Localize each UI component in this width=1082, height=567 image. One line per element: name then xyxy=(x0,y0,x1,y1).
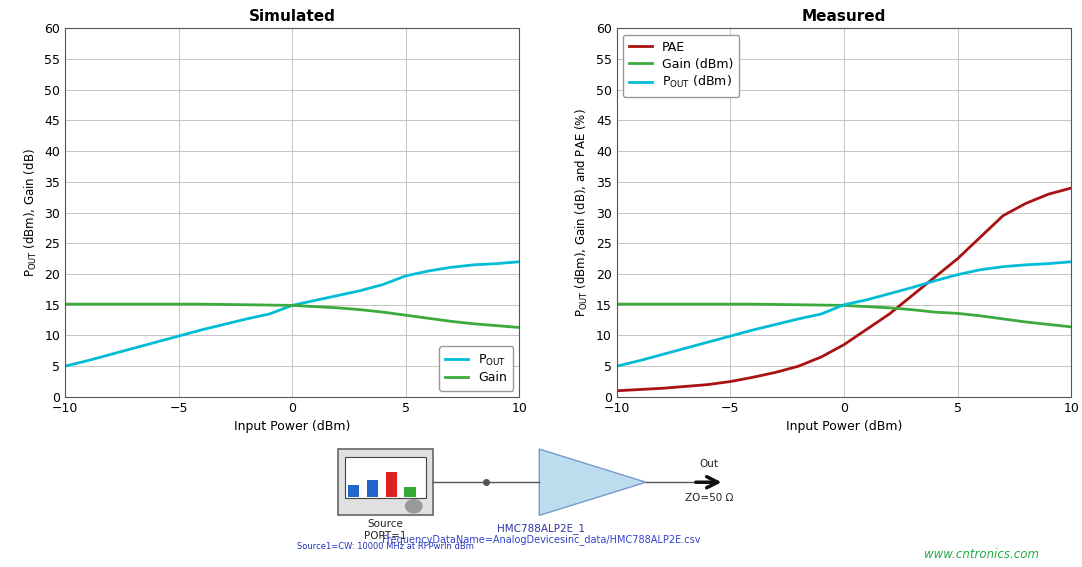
Bar xyxy=(405,487,415,497)
Polygon shape xyxy=(539,449,646,515)
Y-axis label: P$_{\mathregular{OUT}}$ (dBm), Gain (dB), and PAE (%): P$_{\mathregular{OUT}}$ (dBm), Gain (dB)… xyxy=(575,108,591,317)
Text: Out: Out xyxy=(699,459,718,469)
Bar xyxy=(385,472,397,497)
Bar xyxy=(367,480,378,497)
Title: Measured: Measured xyxy=(802,10,886,24)
Text: Source1=CW: 10000 MHz at RFPwrIn dBm: Source1=CW: 10000 MHz at RFPwrIn dBm xyxy=(298,542,474,551)
Circle shape xyxy=(406,500,422,513)
Text: www.cntronics.com: www.cntronics.com xyxy=(924,548,1039,561)
Text: PORT=1: PORT=1 xyxy=(365,531,407,541)
Legend: PAE, Gain (dBm), P$_{\mathregular{OUT}}$ (dBm): PAE, Gain (dBm), P$_{\mathregular{OUT}}$… xyxy=(623,35,739,97)
Text: FrequencyDataName=AnalogDevicesinc_data/HMC788ALP2E.csv: FrequencyDataName=AnalogDevicesinc_data/… xyxy=(382,534,700,545)
X-axis label: Input Power (dBm): Input Power (dBm) xyxy=(234,420,351,433)
Title: Simulated: Simulated xyxy=(249,10,335,24)
X-axis label: Input Power (dBm): Input Power (dBm) xyxy=(786,420,902,433)
Y-axis label: P$_{\mathregular{OUT}}$ (dBm), Gain (dB): P$_{\mathregular{OUT}}$ (dBm), Gain (dB) xyxy=(23,149,39,277)
FancyBboxPatch shape xyxy=(339,449,433,515)
Text: ZO=50 Ω: ZO=50 Ω xyxy=(685,493,733,503)
Bar xyxy=(345,457,426,498)
Text: Source: Source xyxy=(368,519,404,530)
Text: HMC788ALP2E_1: HMC788ALP2E_1 xyxy=(497,523,585,534)
Legend: P$_{\mathregular{OUT}}$, Gain: P$_{\mathregular{OUT}}$, Gain xyxy=(439,346,513,391)
Bar xyxy=(348,485,359,497)
